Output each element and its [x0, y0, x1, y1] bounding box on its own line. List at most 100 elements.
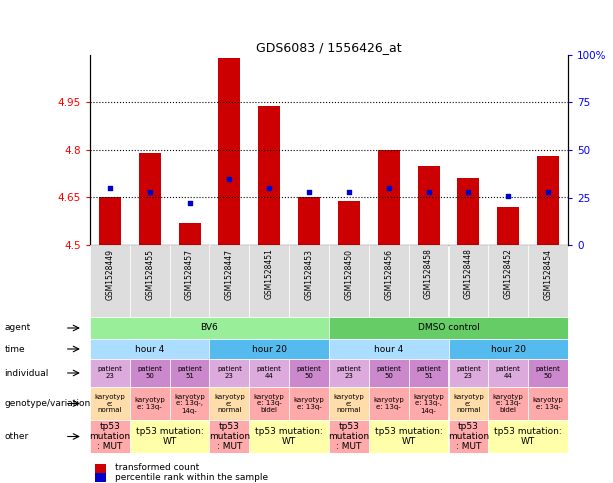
Text: GSM1528456: GSM1528456	[384, 249, 394, 299]
Bar	[528, 245, 568, 317]
Text: karyotyp
e: 13q-: karyotyp e: 13q-	[373, 397, 404, 410]
Bar	[449, 387, 489, 420]
Bar	[210, 339, 329, 359]
Bar	[289, 245, 329, 317]
Bar	[210, 245, 249, 317]
Point	[503, 192, 513, 199]
Text: GSM1528451: GSM1528451	[265, 249, 274, 299]
Bar	[289, 359, 329, 387]
Text: individual: individual	[4, 369, 49, 378]
Text: GSM1528452: GSM1528452	[504, 249, 512, 299]
Text: GSM1528454: GSM1528454	[544, 249, 552, 299]
Point	[304, 188, 314, 196]
Text: tp53 mutation:
WT: tp53 mutation: WT	[136, 427, 204, 446]
Text: karyotyp
e: 13q-,
14q-: karyotyp e: 13q-, 14q-	[413, 394, 444, 413]
Bar	[249, 387, 289, 420]
Text: GSM1528449: GSM1528449	[105, 249, 115, 299]
Text: DMSO control: DMSO control	[417, 324, 479, 332]
Point	[463, 188, 473, 196]
Bar	[210, 420, 249, 453]
Bar	[170, 245, 210, 317]
Bar	[90, 387, 130, 420]
Bar	[369, 359, 409, 387]
Text: GSM1528457: GSM1528457	[185, 249, 194, 299]
Text: karyotyp
e: 13q-
bidel: karyotyp e: 13q- bidel	[254, 394, 284, 413]
Bar	[130, 245, 170, 317]
Bar	[489, 420, 568, 453]
Point	[424, 188, 433, 196]
Bar	[409, 387, 449, 420]
Text: patient
51: patient 51	[177, 367, 202, 380]
Bar	[249, 245, 289, 317]
Bar	[378, 150, 400, 245]
Text: hour 4: hour 4	[374, 344, 403, 354]
Text: time: time	[4, 344, 25, 354]
Bar	[210, 359, 249, 387]
Text: tp53
mutation
: MUT: tp53 mutation : MUT	[329, 422, 370, 452]
Text: tp53 mutation:
WT: tp53 mutation: WT	[255, 427, 323, 446]
Text: tp53
mutation
: MUT: tp53 mutation : MUT	[448, 422, 489, 452]
Point	[145, 188, 154, 196]
Point	[344, 188, 354, 196]
Bar	[409, 359, 449, 387]
Text: percentile rank within the sample: percentile rank within the sample	[115, 472, 268, 482]
Bar	[95, 472, 105, 482]
Title: GDS6083 / 1556426_at: GDS6083 / 1556426_at	[256, 41, 402, 54]
Bar	[449, 245, 489, 317]
Text: patient
51: patient 51	[416, 367, 441, 380]
Bar	[90, 339, 210, 359]
Text: GSM1528453: GSM1528453	[305, 249, 314, 299]
Bar	[369, 387, 409, 420]
Text: GSM1528455: GSM1528455	[145, 249, 154, 299]
Bar	[170, 387, 210, 420]
Bar	[528, 359, 568, 387]
Text: hour 4: hour 4	[135, 344, 164, 354]
Bar	[449, 420, 489, 453]
Bar	[218, 58, 240, 245]
Bar	[489, 387, 528, 420]
Point	[264, 184, 274, 192]
Bar	[329, 387, 369, 420]
Text: patient
50: patient 50	[137, 367, 162, 380]
Text: tp53 mutation:
WT: tp53 mutation: WT	[375, 427, 443, 446]
Text: tp53 mutation:
WT: tp53 mutation: WT	[494, 427, 562, 446]
Point	[384, 184, 394, 192]
Bar	[417, 166, 440, 245]
Bar	[90, 359, 130, 387]
Bar	[457, 179, 479, 245]
Text: GSM1528448: GSM1528448	[464, 249, 473, 299]
Bar	[369, 245, 409, 317]
Bar	[289, 387, 329, 420]
Bar	[90, 245, 130, 317]
Text: hour 20: hour 20	[252, 344, 287, 354]
Text: other: other	[4, 432, 29, 441]
Text: karyotyp
e: 13q-,
14q-: karyotyp e: 13q-, 14q-	[174, 394, 205, 413]
Text: patient
44: patient 44	[496, 367, 520, 380]
Text: patient
44: patient 44	[257, 367, 282, 380]
Point	[543, 188, 553, 196]
Bar	[90, 317, 329, 339]
Bar	[210, 387, 249, 420]
Bar	[329, 317, 568, 339]
Text: karyotyp
e: 13q-: karyotyp e: 13q-	[134, 397, 165, 410]
Text: patient
23: patient 23	[97, 367, 123, 380]
Text: transformed count: transformed count	[115, 464, 199, 472]
Text: karyotyp
e: 13q-: karyotyp e: 13q-	[294, 397, 324, 410]
Text: karyotyp
e: 13q-
bidel: karyotyp e: 13q- bidel	[493, 394, 524, 413]
Bar	[449, 339, 568, 359]
Bar	[249, 359, 289, 387]
Text: karyotyp
e:
normal: karyotyp e: normal	[94, 394, 125, 413]
Text: karyotyp
e: 13q-: karyotyp e: 13q-	[533, 397, 563, 410]
Text: patient
23: patient 23	[456, 367, 481, 380]
Text: tp53
mutation
: MUT: tp53 mutation : MUT	[209, 422, 250, 452]
Bar	[95, 464, 105, 472]
Bar	[329, 245, 369, 317]
Bar	[298, 198, 320, 245]
Text: karyotyp
e:
normal: karyotyp e: normal	[214, 394, 245, 413]
Bar	[99, 198, 121, 245]
Text: agent: agent	[4, 324, 31, 332]
Bar	[130, 387, 170, 420]
Bar	[338, 200, 360, 245]
Bar	[369, 420, 449, 453]
Point	[185, 199, 194, 207]
